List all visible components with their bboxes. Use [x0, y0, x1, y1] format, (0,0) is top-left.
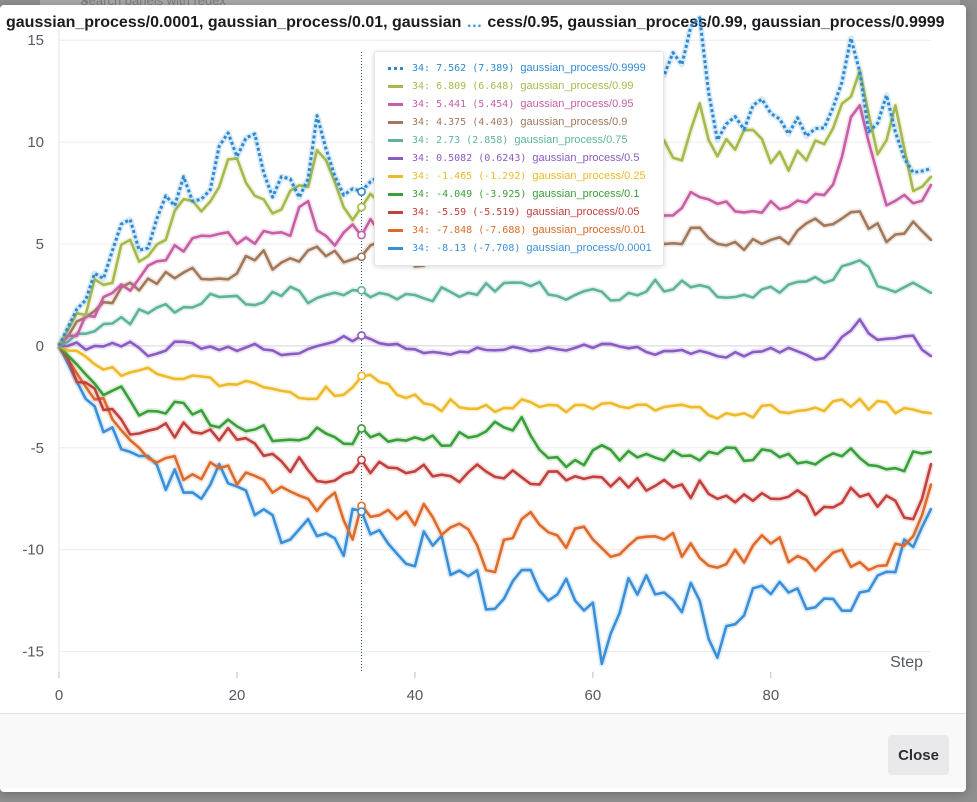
tooltip-series-name: gaussian_process/0.25: [532, 170, 646, 182]
tooltip-swatch: [388, 211, 403, 214]
tooltip-series-name: gaussian_process/0.0001: [526, 242, 652, 254]
hover-point: [357, 202, 366, 212]
tooltip-series-name: gaussian_process/0.1: [532, 188, 640, 200]
y-tick-label: -10: [22, 542, 44, 559]
tooltip-swatch: [388, 157, 403, 160]
y-tick-label: 10: [27, 134, 44, 151]
tooltip-value: 34: 0.5082 (0.6243) gaussian_process/0.5: [412, 152, 640, 164]
tooltip-value: 34: -8.13 (-7.708) gaussian_process/0.00…: [412, 242, 652, 254]
hover-point: [357, 285, 366, 295]
x-tick-label: 0: [55, 687, 63, 704]
series-line[interactable]: [57, 344, 933, 574]
series-line[interactable]: [57, 344, 933, 666]
x-axis-label: Step: [890, 654, 923, 671]
y-tick-label: 5: [36, 236, 44, 253]
tooltip-value: 34: -4.049 (-3.925) gaussian_process/0.1: [412, 188, 640, 200]
chart-title-right: cess/0.95, gaussian_process/0.99, gaussi…: [487, 14, 945, 31]
tooltip-series-name: gaussian_process/0.9: [520, 116, 628, 128]
close-button[interactable]: Close: [888, 735, 949, 775]
tooltip-series-name: gaussian_process/0.5: [532, 152, 640, 164]
hover-point: [357, 507, 366, 517]
y-tick-label: -15: [22, 644, 44, 661]
tooltip-swatch: [388, 247, 403, 250]
y-tick-label: -5: [31, 440, 44, 457]
x-tick-label: 60: [585, 687, 602, 704]
x-tick-label: 40: [407, 687, 424, 704]
chart-title-left: gaussian_process/0.0001, gaussian_proces…: [6, 14, 462, 31]
tooltip-swatch: [388, 103, 403, 106]
tooltip-value: 34: -7.848 (-7.688) gaussian_process/0.0…: [412, 224, 646, 236]
tooltip-swatch: [388, 85, 403, 88]
tooltip-series-name: gaussian_process/0.01: [532, 224, 646, 236]
tooltip-swatch: [388, 193, 403, 196]
series-line[interactable]: [57, 344, 933, 420]
tooltip-series-name: gaussian_process/0.99: [520, 80, 634, 92]
hover-point: [357, 230, 366, 240]
tooltip-value: 34: -1.465 (-1.292) gaussian_process/0.2…: [412, 170, 646, 182]
modal-footer: [0, 713, 966, 788]
tooltip-series-name: gaussian_process/0.9999: [520, 62, 646, 74]
background-search-placeholder: Search panels with regex: [80, 0, 226, 8]
series-band: [57, 257, 933, 349]
series-band: [56, 344, 934, 667]
tooltip-value: 34: 6.809 (6.648) gaussian_process/0.99: [412, 80, 634, 92]
chart-title: gaussian_process/0.0001, gaussian_proces…: [6, 14, 956, 32]
chart-title-ellipsis[interactable]: …: [466, 14, 483, 31]
background-close-icon: ×: [80, 0, 89, 8]
tooltip-value: 34: -5.59 (-5.519) gaussian_process/0.05: [412, 206, 640, 218]
hover-point: [357, 331, 366, 340]
y-tick-label: 0: [36, 338, 44, 355]
series-line[interactable]: [57, 344, 933, 473]
hover-point: [357, 455, 366, 465]
series-band: [56, 344, 934, 576]
y-tick-label: 15: [27, 32, 44, 49]
hover-tooltip: 34: 7.562 (7.389) gaussian_process/0.999…: [374, 51, 664, 266]
tooltip-value: 34: 7.562 (7.389) gaussian_process/0.999…: [412, 62, 646, 74]
x-tick-label: 80: [762, 687, 779, 704]
hover-point: [357, 187, 366, 197]
hover-point: [357, 371, 366, 381]
series-line[interactable]: [57, 259, 933, 348]
tooltip-value: 34: 4.375 (4.403) gaussian_process/0.9: [412, 116, 628, 128]
tooltip-value: 34: 2.73 (2.858) gaussian_process/0.75: [412, 134, 628, 146]
tooltip-swatch: [388, 139, 403, 142]
tooltip-swatch: [388, 67, 403, 70]
series-line[interactable]: [57, 344, 933, 521]
tooltip-swatch: [388, 229, 403, 232]
tooltip-series-name: gaussian_process/0.05: [526, 206, 640, 218]
series-line[interactable]: [57, 318, 933, 361]
tooltip-swatch: [388, 121, 403, 124]
tooltip-series-name: gaussian_process/0.75: [514, 134, 628, 146]
tooltip-swatch: [388, 175, 403, 178]
hover-point: [357, 424, 366, 433]
hover-point: [357, 252, 366, 262]
tooltip-value: 34: 5.441 (5.454) gaussian_process/0.95: [412, 98, 634, 110]
x-tick-label: 20: [229, 687, 246, 704]
tooltip-series-name: gaussian_process/0.95: [520, 98, 634, 110]
